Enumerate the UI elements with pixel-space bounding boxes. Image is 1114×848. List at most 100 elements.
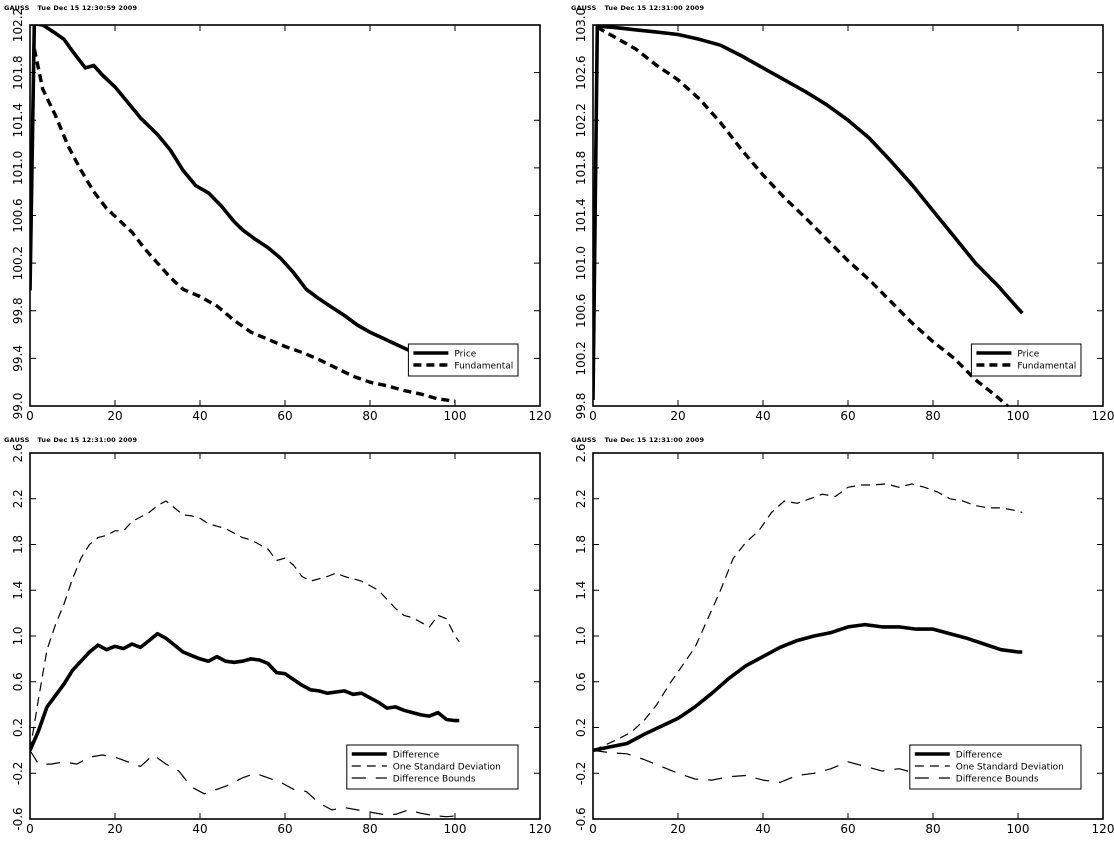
y-tick-label: 1.0 <box>574 626 588 645</box>
legend-label: Fundamental <box>1017 362 1076 372</box>
timestamp-label: Tue Dec 15 12:31:00 2009 <box>604 436 705 444</box>
y-tick-label: 2.6 <box>11 443 25 462</box>
x-tick-label: 100 <box>444 409 467 423</box>
series-line-difference-bounds <box>593 749 917 783</box>
series-line-price <box>593 25 1024 401</box>
legend: Price Fundamental <box>407 343 519 377</box>
y-tick-label: 99.4 <box>11 345 25 372</box>
y-tick-label: 1.4 <box>574 581 588 600</box>
y-tick-label: 0.6 <box>11 672 25 691</box>
y-tick-label: 102.6 <box>574 55 588 89</box>
x-tick-label: 80 <box>925 409 940 423</box>
x-tick-label: 0 <box>26 822 34 836</box>
x-tick-label: 20 <box>107 822 122 836</box>
y-tick-label: 2.2 <box>574 489 588 508</box>
x-tick-label: 60 <box>840 409 855 423</box>
y-tick-label: 2.6 <box>574 443 588 462</box>
series-line-one-standard-deviation <box>30 500 460 751</box>
y-tick-label: -0.6 <box>11 807 25 830</box>
y-tick-label: 101.0 <box>574 246 588 280</box>
legend-label: Difference Bounds <box>956 775 1039 785</box>
y-tick-label: 101.0 <box>11 151 25 185</box>
program-label: GAUSS <box>4 4 30 12</box>
x-tick-label: 120 <box>529 822 552 836</box>
program-label: GAUSS <box>571 436 597 444</box>
y-tick-label: 2.2 <box>11 489 25 508</box>
timestamp-label: Tue Dec 15 12:30:59 2009 <box>37 4 138 12</box>
legend-box <box>407 343 519 377</box>
series-line-difference <box>30 631 460 752</box>
y-tick-label: -0.6 <box>574 807 588 830</box>
chart-header: GAUSS Tue Dec 15 12:30:59 2009 <box>4 4 137 12</box>
y-tick-label: 0.2 <box>11 718 25 737</box>
x-tick-label: 0 <box>589 409 597 423</box>
y-tick-label: 101.4 <box>574 198 588 232</box>
program-label: GAUSS <box>4 436 30 444</box>
y-tick-label: 102.2 <box>11 8 25 42</box>
timestamp-label: Tue Dec 15 12:31:00 2009 <box>37 436 138 444</box>
timestamp-label: Tue Dec 15 12:31:00 2009 <box>604 4 705 12</box>
x-tick-label: 120 <box>1092 822 1114 836</box>
x-tick-label: 80 <box>925 822 940 836</box>
x-tick-label: 20 <box>670 409 685 423</box>
y-tick-label: 0.6 <box>574 672 588 691</box>
x-tick-label: 100 <box>444 822 467 836</box>
legend-label: One Standard Deviation <box>393 763 501 773</box>
y-tick-label: 101.4 <box>11 103 25 137</box>
program-label: GAUSS <box>571 4 597 12</box>
x-tick-label: 100 <box>1007 409 1030 423</box>
x-tick-label: 0 <box>26 409 34 423</box>
y-tick-label: 1.8 <box>11 535 25 554</box>
y-tick-label: 102.2 <box>574 103 588 137</box>
legend-label: Fundamental <box>454 362 513 372</box>
x-tick-label: 20 <box>670 822 685 836</box>
chart-header: GAUSS Tue Dec 15 12:31:00 2009 <box>571 436 704 444</box>
y-tick-label: 103.0 <box>574 8 588 42</box>
y-tick-label: 100.2 <box>574 341 588 375</box>
y-tick-label: 99.0 <box>11 393 25 420</box>
x-tick-label: 40 <box>755 409 770 423</box>
x-tick-label: 40 <box>192 409 207 423</box>
x-tick-label: 20 <box>107 409 122 423</box>
chart-header: GAUSS Tue Dec 15 12:31:00 2009 <box>571 4 704 12</box>
series-line-difference <box>593 622 1023 753</box>
x-tick-label: 40 <box>755 822 770 836</box>
legend-box <box>970 343 1082 377</box>
y-tick-label: 100.2 <box>11 246 25 280</box>
series-line-difference-bounds <box>30 750 460 818</box>
legend-label: Price <box>454 350 476 360</box>
legend: Price Fundamental <box>970 343 1082 377</box>
legend-label: Difference Bounds <box>393 775 476 785</box>
legend-label: Difference <box>393 751 440 761</box>
x-tick-label: 60 <box>277 409 292 423</box>
series-line-fundamental <box>32 48 456 403</box>
legend-label: Difference <box>956 751 1003 761</box>
y-tick-label: -0.2 <box>11 762 25 785</box>
series-line-fundamental <box>596 25 1010 406</box>
y-tick-label: 100.6 <box>574 294 588 328</box>
x-tick-label: 80 <box>362 822 377 836</box>
series-line-price <box>30 25 461 374</box>
y-tick-label: 0.2 <box>574 718 588 737</box>
x-tick-label: 120 <box>1092 409 1114 423</box>
series-line-one-standard-deviation <box>593 483 1023 751</box>
legend-label: Price <box>1017 350 1039 360</box>
x-tick-label: 0 <box>589 822 597 836</box>
y-tick-label: 100.6 <box>11 198 25 232</box>
y-tick-label: 1.0 <box>11 626 25 645</box>
legend: Difference One Standard Deviation Differen… <box>909 744 1082 790</box>
x-tick-label: 100 <box>1007 822 1030 836</box>
x-tick-label: 60 <box>840 822 855 836</box>
x-tick-label: 120 <box>529 409 552 423</box>
y-tick-label: 101.8 <box>11 55 25 89</box>
y-tick-label: -0.2 <box>574 762 588 785</box>
y-tick-label: 99.8 <box>11 297 25 324</box>
